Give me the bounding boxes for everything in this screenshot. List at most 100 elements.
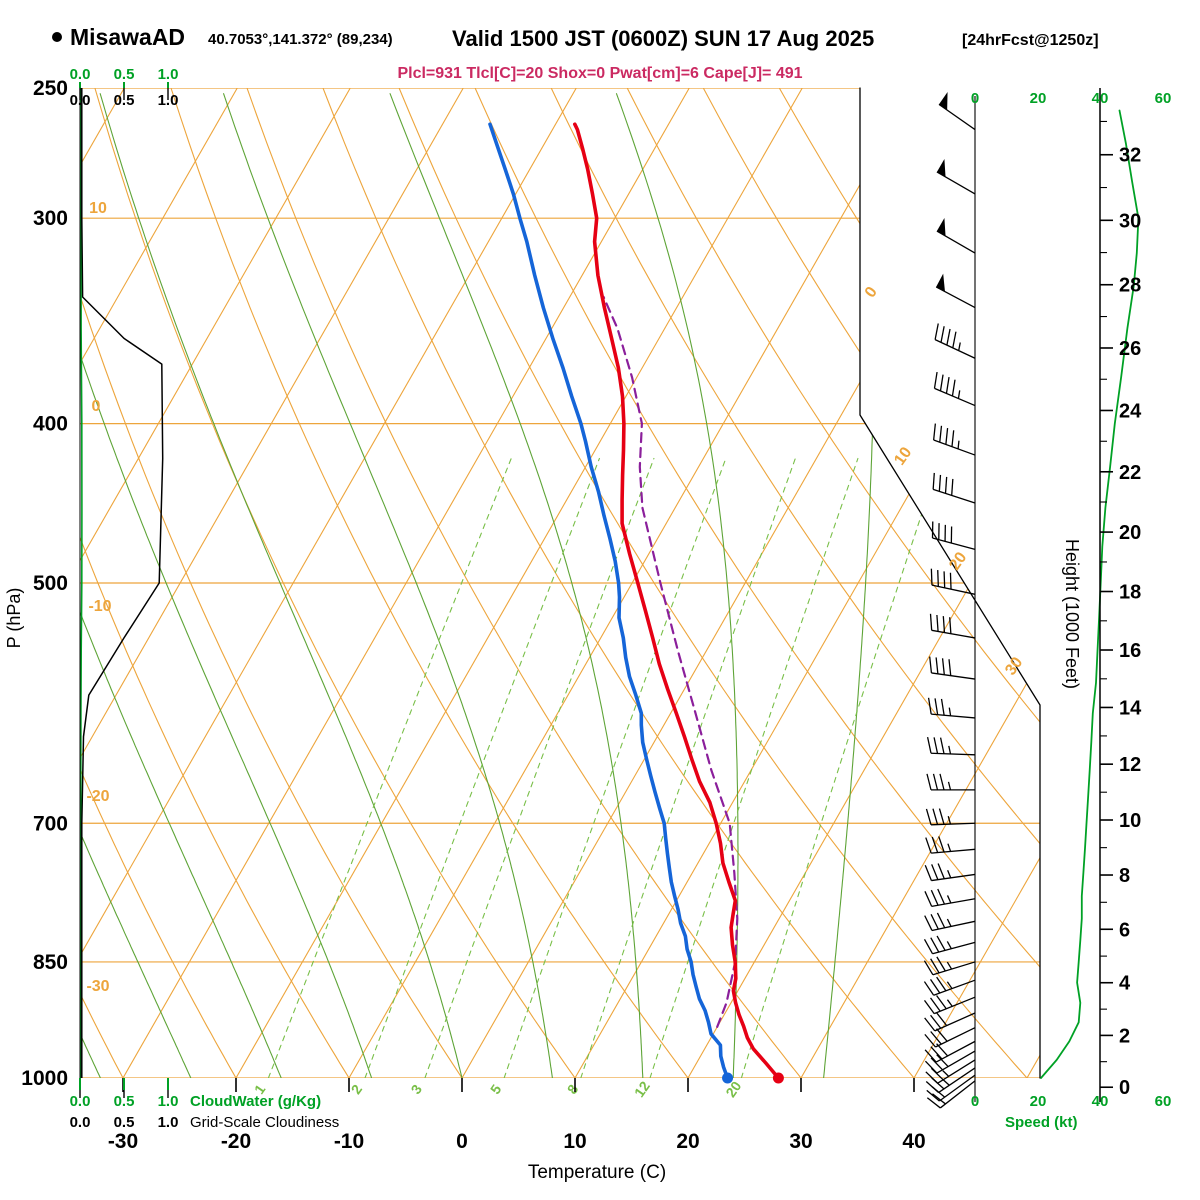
svg-text:0.5: 0.5 — [114, 92, 135, 109]
svg-text:0: 0 — [92, 398, 101, 415]
fraction-scales: 0.0 0.0 0.0 0.0 0.5 0.5 0.5 0.5 1.0 1.0 1.0 1.0 — [70, 66, 179, 1131]
svg-text:6: 6 — [1119, 919, 1130, 941]
svg-text:10: 10 — [89, 200, 107, 217]
temperature-curve — [573, 122, 781, 1078]
speed-axis-label: Speed (kt) — [1005, 1114, 1078, 1131]
svg-text:24: 24 — [1119, 400, 1142, 422]
svg-text:3: 3 — [408, 1081, 426, 1097]
svg-text:28: 28 — [1119, 275, 1141, 297]
svg-text:300: 300 — [33, 207, 68, 230]
station-coords: 40.7053°,141.372° (89,234) — [208, 31, 393, 48]
svg-text:500: 500 — [33, 572, 68, 595]
svg-text:20: 20 — [946, 549, 970, 573]
svg-text:1.0: 1.0 — [158, 1093, 179, 1110]
dry-adiabats — [80, 88, 1040, 1078]
plot-boundary — [79, 87, 1041, 1079]
svg-text:20: 20 — [1119, 522, 1141, 544]
cloudiness-profile — [81, 88, 164, 1078]
svg-text:10: 10 — [563, 1130, 586, 1153]
svg-text:1.0: 1.0 — [158, 1114, 179, 1131]
svg-text:0.0: 0.0 — [70, 66, 91, 83]
surface-temperature-dot — [772, 1072, 784, 1084]
svg-text:4: 4 — [1119, 973, 1131, 995]
svg-text:40: 40 — [1092, 90, 1109, 107]
svg-text:-20: -20 — [86, 788, 109, 805]
station-name: MisawaAD — [70, 24, 185, 50]
svg-text:8: 8 — [1119, 865, 1130, 887]
svg-text:0.0: 0.0 — [70, 1093, 91, 1110]
svg-text:0: 0 — [862, 284, 881, 301]
svg-text:18: 18 — [1119, 582, 1141, 604]
svg-text:2: 2 — [1119, 1025, 1130, 1047]
cloudwater-profile — [80, 88, 83, 1078]
svg-text:1.0: 1.0 — [158, 92, 179, 109]
plot-area — [80, 88, 1040, 1078]
mixing-ratio-labels: 1 2 3 5 8 12 20 — [251, 1078, 745, 1100]
svg-text:700: 700 — [33, 812, 68, 835]
height-axis-label: Height (1000 Feet) — [1062, 539, 1082, 689]
cloudwater-axis-label: CloudWater (g/Kg) — [190, 1093, 321, 1110]
svg-text:250: 250 — [33, 77, 68, 100]
svg-text:32: 32 — [1119, 145, 1141, 167]
svg-text:12: 12 — [631, 1078, 653, 1100]
svg-text:26: 26 — [1119, 338, 1141, 360]
svg-text:20: 20 — [676, 1130, 699, 1153]
stability-indices: Plcl=931 Tlcl[C]=20 Shox=0 Pwat[cm]=6 Ca… — [397, 65, 802, 82]
svg-text:14: 14 — [1119, 697, 1142, 719]
svg-text:0.0: 0.0 — [70, 1114, 91, 1131]
svg-text:0: 0 — [971, 90, 979, 107]
surface-markers — [722, 1072, 784, 1084]
dewpoint-curve — [488, 122, 730, 1078]
svg-text:1000: 1000 — [21, 1067, 68, 1090]
wind-speed-profile — [1040, 109, 1140, 1079]
pressure-axis-label: P (hPa) — [4, 588, 24, 649]
svg-text:30: 30 — [1002, 654, 1026, 678]
svg-text:0: 0 — [971, 1093, 979, 1110]
svg-text:-30: -30 — [108, 1130, 138, 1153]
forecast-tag: [24hrFcst@1250z] — [962, 32, 1099, 49]
svg-text:0.5: 0.5 — [114, 1093, 135, 1110]
svg-text:60: 60 — [1155, 90, 1172, 107]
svg-text:10: 10 — [1119, 810, 1141, 832]
temperature-axis-label: Temperature (C) — [528, 1162, 666, 1183]
svg-text:5: 5 — [487, 1081, 505, 1097]
station-bullet-icon — [52, 32, 62, 42]
svg-text:-30: -30 — [86, 978, 109, 995]
svg-text:8: 8 — [564, 1081, 582, 1097]
pressure-gridlines — [80, 88, 1040, 1078]
svg-text:12: 12 — [1119, 754, 1141, 776]
svg-text:10: 10 — [891, 444, 915, 468]
wind-barbs — [923, 92, 976, 1109]
svg-text:0.0: 0.0 — [70, 92, 91, 109]
svg-text:0.5: 0.5 — [114, 1114, 135, 1131]
svg-text:40: 40 — [1092, 1093, 1109, 1110]
parcel-curve — [602, 295, 739, 1028]
svg-text:0.5: 0.5 — [114, 66, 135, 83]
surface-dewpoint-dot — [722, 1072, 734, 1084]
svg-text:-10: -10 — [88, 598, 111, 615]
cloudiness-axis-label: Grid-Scale Cloudiness — [190, 1114, 339, 1131]
svg-text:60: 60 — [1155, 1093, 1172, 1110]
svg-text:30: 30 — [1119, 210, 1141, 232]
svg-text:0: 0 — [1119, 1077, 1130, 1099]
mixing-ratio-lines — [267, 457, 941, 1078]
svg-text:1.0: 1.0 — [158, 66, 179, 83]
svg-text:850: 850 — [33, 951, 68, 974]
svg-text:16: 16 — [1119, 640, 1141, 662]
valid-time: Valid 1500 JST (0600Z) SUN 17 Aug 2025 — [452, 26, 874, 51]
svg-text:20: 20 — [1030, 90, 1047, 107]
svg-text:0: 0 — [456, 1130, 468, 1153]
svg-text:400: 400 — [33, 413, 68, 436]
svg-text:2: 2 — [348, 1081, 366, 1097]
pressure-tick-labels: 250 300 400 500 700 850 1000 — [21, 77, 68, 1090]
svg-text:40: 40 — [902, 1130, 925, 1153]
svg-text:20: 20 — [1030, 1093, 1047, 1110]
svg-text:-20: -20 — [221, 1130, 251, 1153]
svg-text:22: 22 — [1119, 462, 1141, 484]
svg-text:30: 30 — [789, 1130, 812, 1153]
svg-text:-10: -10 — [334, 1130, 364, 1153]
